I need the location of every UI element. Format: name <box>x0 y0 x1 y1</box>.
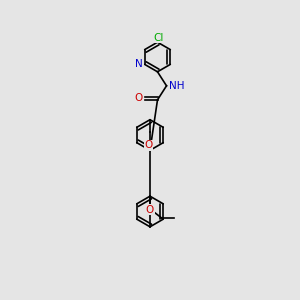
Text: N: N <box>135 59 143 69</box>
Text: Cl: Cl <box>154 33 164 43</box>
Text: O: O <box>134 93 142 103</box>
Text: O: O <box>144 140 153 150</box>
Text: O: O <box>146 205 154 214</box>
Text: NH: NH <box>169 81 185 91</box>
